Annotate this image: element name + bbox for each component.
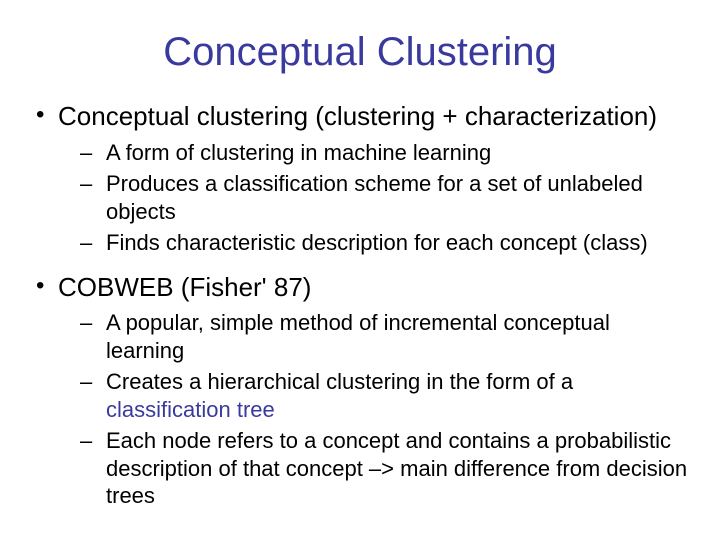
sub-bullet-highlight: classification tree xyxy=(106,397,275,422)
sub-bullet-item: Produces a classification scheme for a s… xyxy=(58,170,690,225)
sub-bullet-text: Each node refers to a concept and contai… xyxy=(106,428,687,508)
sub-bullet-text: A form of clustering in machine learning xyxy=(106,140,491,165)
sub-bullet-item: A popular, simple method of incremental … xyxy=(58,309,690,364)
bullet-list-level1: Conceptual clustering (clustering + char… xyxy=(30,100,690,510)
sub-bullet-text: A popular, simple method of incremental … xyxy=(106,310,610,363)
sub-bullet-text-prefix: Creates a hierarchical clustering in the… xyxy=(106,369,573,394)
bullet-text: COBWEB (Fisher' 87) xyxy=(58,272,311,302)
bullet-text: Conceptual clustering (clustering + char… xyxy=(58,101,657,131)
bullet-item: Conceptual clustering (clustering + char… xyxy=(30,100,690,257)
bullet-list-level2: A popular, simple method of incremental … xyxy=(58,309,690,510)
slide: Conceptual Clustering Conceptual cluster… xyxy=(0,0,720,540)
bullet-list-level2: A form of clustering in machine learning… xyxy=(58,139,690,257)
slide-title: Conceptual Clustering xyxy=(30,30,690,75)
sub-bullet-text: Produces a classification scheme for a s… xyxy=(106,171,643,224)
bullet-item: COBWEB (Fisher' 87) A popular, simple me… xyxy=(30,271,690,510)
sub-bullet-item: Finds characteristic description for eac… xyxy=(58,229,690,257)
sub-bullet-item: Each node refers to a concept and contai… xyxy=(58,427,690,510)
sub-bullet-item: A form of clustering in machine learning xyxy=(58,139,690,167)
sub-bullet-text: Finds characteristic description for eac… xyxy=(106,230,648,255)
sub-bullet-item: Creates a hierarchical clustering in the… xyxy=(58,368,690,423)
